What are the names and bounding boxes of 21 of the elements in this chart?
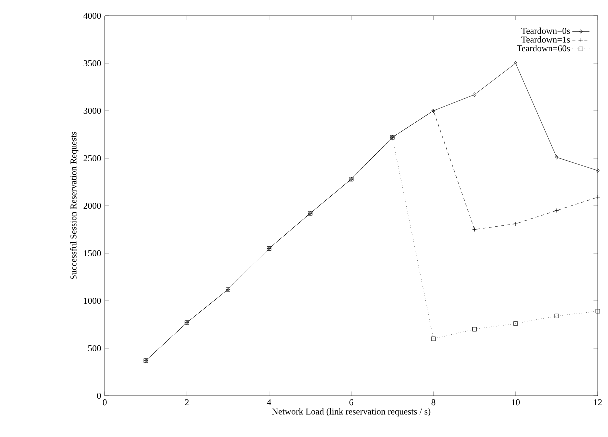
- y-tick-label: 1000: [84, 298, 102, 304]
- x-tick-label: 4: [267, 400, 272, 406]
- y-tick-label: 1500: [84, 250, 102, 257]
- x-axis-title: Network Load (link reservation requests / s): [272, 408, 431, 417]
- legend-label: Teardown=0s: [522, 28, 570, 34]
- y-tick-label: 2500: [84, 155, 102, 162]
- legend-label: Teardown=60s: [517, 45, 570, 52]
- y-tick-label: 500: [88, 345, 102, 352]
- legend-label: Teardown=1s: [522, 36, 570, 43]
- y-tick-label: 0: [97, 392, 102, 400]
- x-tick-label: 6: [350, 400, 354, 406]
- y-tick-label: 4000: [84, 12, 102, 20]
- x-tick-label: 2: [185, 400, 189, 406]
- x-tick-label: 0: [103, 400, 107, 406]
- y-tick-label: 3500: [84, 60, 102, 67]
- x-tick-label: 10: [512, 400, 520, 406]
- x-tick-label: 8: [432, 400, 436, 406]
- y-axis-title: Successful Session Reservation Requests: [70, 132, 79, 280]
- x-tick-label: 12: [594, 400, 602, 406]
- y-tick-label: 3000: [84, 108, 102, 114]
- y-tick-label: 2000: [84, 202, 102, 210]
